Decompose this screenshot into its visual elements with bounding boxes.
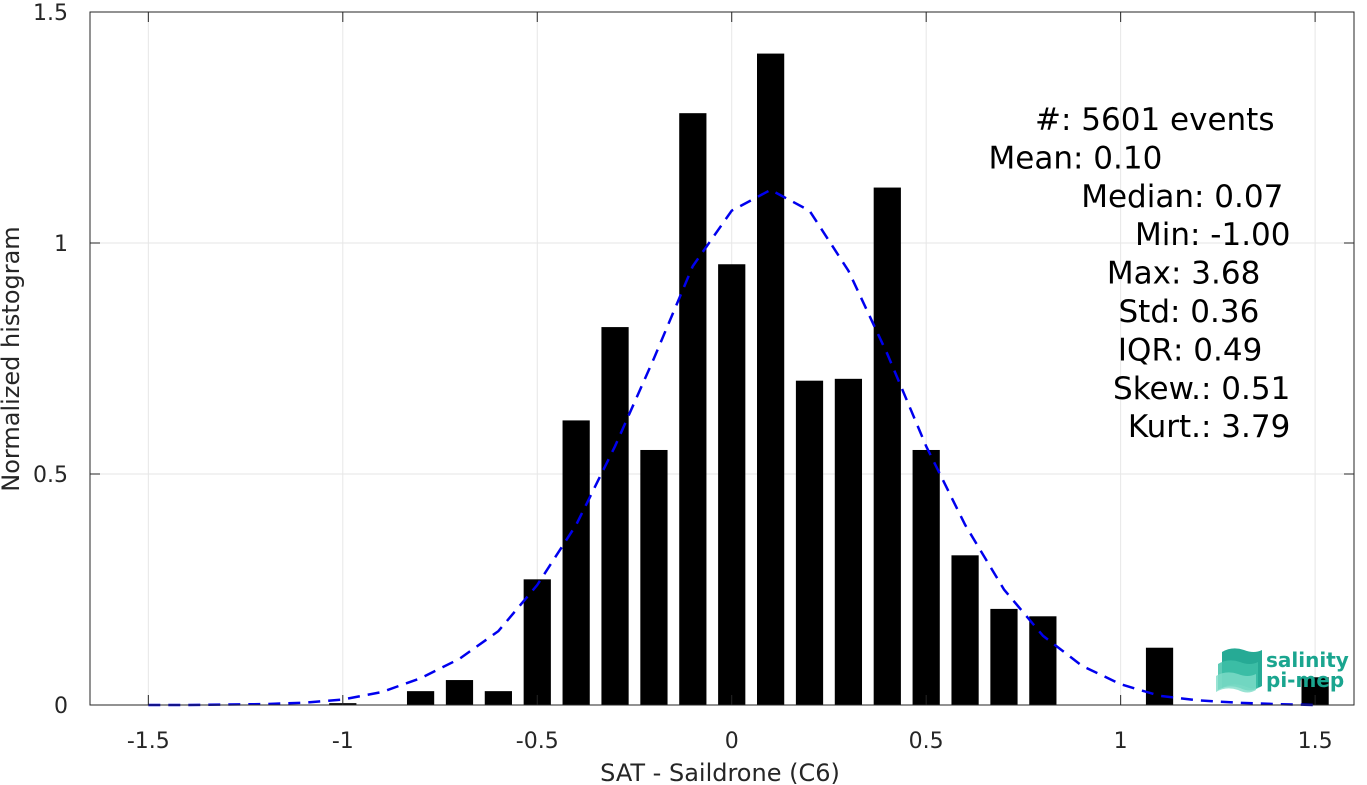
x-axis-label: SAT - Saildrone (C6) [600, 759, 840, 785]
histogram-bar [795, 380, 824, 705]
stat-label: Mean [989, 140, 1073, 176]
y-tick-label: 0.5 [33, 463, 68, 488]
x-tick-label: 1 [1114, 729, 1128, 754]
salinity-pi-mep-logo: salinity pi-mep [1216, 648, 1349, 693]
stat-value: : 0.10 [1073, 140, 1162, 176]
histogram-bar [484, 691, 512, 705]
logo-line2: pi-mep [1266, 668, 1344, 692]
histogram-bars [329, 53, 1329, 706]
histogram-bar [562, 420, 590, 705]
stat-value: : 0.07 [1194, 179, 1283, 215]
stat-label: Std [1118, 294, 1170, 330]
histogram-bar [757, 53, 785, 705]
axis-ticks [90, 11, 1354, 706]
stat-label: Median [1081, 179, 1194, 215]
histogram-bar [445, 680, 474, 705]
histogram-bar [523, 579, 551, 705]
y-tick-label: 1 [54, 232, 68, 257]
stat-value: : 5601 events [1061, 102, 1275, 138]
x-tick-labels: -1.5 -1 -0.5 0 0.5 1 1.5 [127, 729, 1333, 754]
x-tick-label: -1 [332, 729, 354, 754]
x-tick-label: -1.5 [127, 729, 170, 754]
histogram-bar [406, 691, 435, 705]
stat-label: IQR [1118, 332, 1173, 368]
stat-label: Skew. [1113, 371, 1201, 407]
stat-value: : -1.00 [1190, 217, 1291, 253]
stat-value: : 3.68 [1171, 256, 1260, 292]
stat-label: Max [1107, 256, 1171, 292]
histogram-bar [912, 449, 940, 705]
plot-frame [89, 11, 1355, 706]
stat-label: Kurt. [1128, 409, 1201, 445]
fit-curve [148, 188, 1316, 707]
stat-label: # [1035, 102, 1061, 138]
stat-value: : 3.79 [1201, 409, 1290, 445]
stat-value: : 0.49 [1173, 332, 1262, 368]
stat-value: : 0.36 [1170, 294, 1259, 330]
histogram-bar [601, 327, 629, 705]
histogram-bar [679, 113, 707, 706]
histogram-bar [834, 378, 863, 705]
histogram-bar [951, 555, 979, 705]
x-tick-label: 0.5 [909, 729, 944, 754]
y-tick-label: 0 [54, 694, 68, 719]
x-tick-label: 1.5 [1298, 729, 1333, 754]
histogram-bar [990, 608, 1018, 705]
histogram-bar [718, 264, 746, 705]
stat-label: Min [1135, 217, 1190, 253]
stat-value: : 0.51 [1201, 371, 1290, 407]
histogram-bar [1029, 616, 1057, 705]
waves-icon [1216, 648, 1262, 693]
logo-line1: salinity [1266, 648, 1349, 672]
x-tick-label: 0 [725, 729, 739, 754]
y-tick-label: 1.5 [33, 1, 68, 26]
y-axis-label: Normalized histogram [0, 226, 25, 491]
x-tick-label: -0.5 [516, 729, 559, 754]
histogram-bar [1145, 647, 1174, 705]
histogram-bar [640, 449, 668, 705]
y-tick-labels: 0 0.5 1 1.5 [33, 1, 68, 719]
histogram-bar [873, 187, 901, 705]
